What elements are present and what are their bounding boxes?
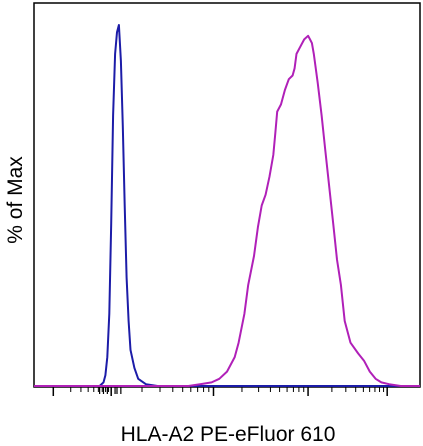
histogram-series <box>34 24 420 387</box>
y-axis-title: % of Max <box>4 156 27 244</box>
x-axis-title: HLA-A2 PE-eFluor 610 <box>121 423 336 446</box>
control-histogram-line <box>34 24 420 387</box>
stained-histogram-line <box>34 34 420 387</box>
x-axis-ticks <box>52 387 388 396</box>
plot-frame <box>33 2 421 388</box>
